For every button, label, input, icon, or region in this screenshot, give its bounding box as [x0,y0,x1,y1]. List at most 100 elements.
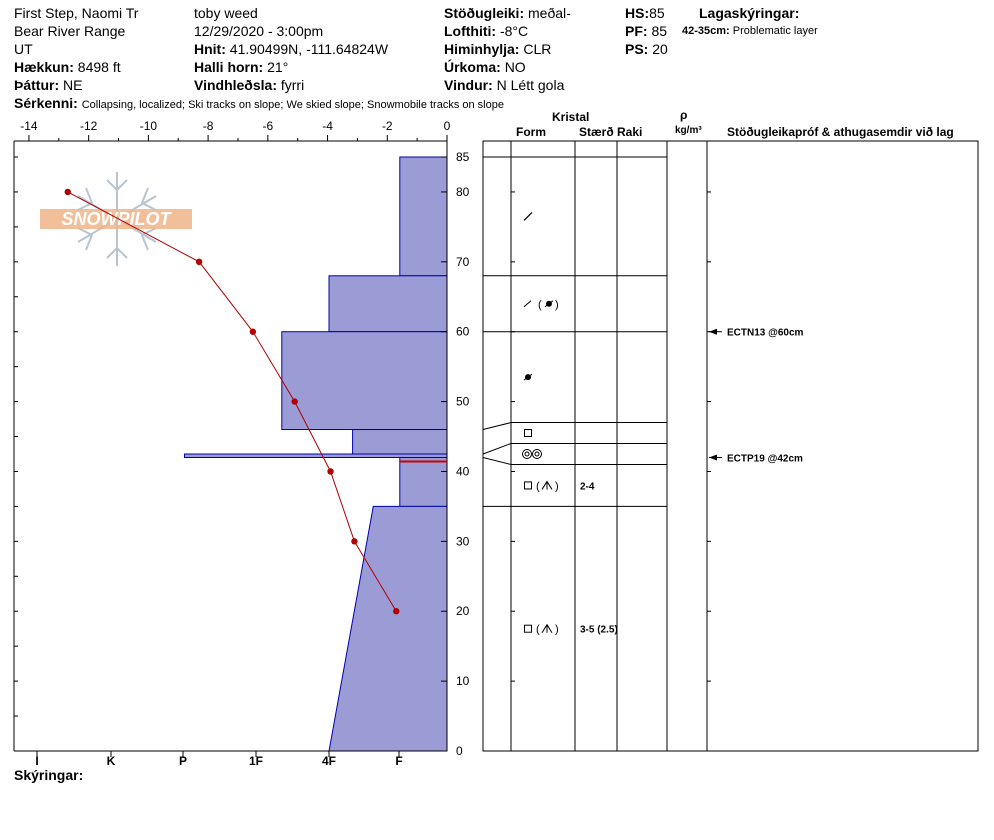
aspect-label: Þáttur: [14,77,60,93]
aspect-value: NE [63,77,83,93]
temperature-point [327,468,334,475]
hardness-layer [352,429,448,455]
crystal-header: Kristal [552,110,590,124]
layer-note-depth: 42-35cm: [682,25,730,37]
grain-stroke [544,300,554,308]
ps-row: PS: 20 [625,41,668,57]
hardness-layer [328,505,448,752]
grain-paren: ) [555,624,559,636]
depth-tick-label: 30 [456,534,470,548]
ps-value: 20 [652,41,668,57]
logo-text: SNOWPILOT [62,209,173,229]
hs-value: 85 [649,5,665,21]
grain-symbol-decomposing-rounded: () [523,299,559,311]
coords-label: Hnit: [194,41,226,57]
test-label: ECTN13 @60cm [727,328,804,339]
grain-paren: ) [555,299,559,311]
elevation-label: Hækkun: [14,59,74,75]
connector-line [482,457,512,465]
hardness-tick-label: F [395,754,402,768]
elevation-row: Hækkun: 8498 ft [14,59,121,75]
grain-layers: ()() 2-4() 3-5 (2.5) [522,211,618,636]
grain-paren: ( [536,480,540,492]
grain-square [524,624,532,633]
range-name: Bear River Range [14,23,126,39]
grain-symbol-faceted-depth-hoar: () [524,480,559,492]
form-header: Form [516,125,546,139]
observer-name: toby weed [194,5,258,21]
hardness-tick-label: 1F [249,754,263,768]
coords-value: 41.90499N, -111.64824W [229,41,389,57]
air-temp-value: -8°C [499,23,529,39]
hs-row: HS:85 [625,5,665,21]
size-header: Stærð [579,125,614,139]
depth-tick-label: 85 [456,150,470,164]
test-arrow-head [709,328,717,335]
grain-stroke [523,373,533,381]
temp-tick-label: -10 [140,119,158,133]
grain-ring [522,449,532,459]
features-value: Collapsing, localized; Ski tracks on slo… [81,99,504,111]
density-unit: kg/m³ [675,125,702,136]
chart-axes: -14 -12 -10 -8 -6 -4 -2 0 0 10 20 30 40 50 60 70 80 85 I K P… [13,119,470,768]
test-arrow-head [709,454,717,461]
grain-paren: ( [538,299,542,311]
connector-line [482,422,512,431]
temperature-point [291,398,298,405]
depth-tick-label: 10 [456,674,470,688]
layer-note-text: Problematic layer [732,25,818,37]
stability-row: Stöðugleiki: meðal- [444,5,571,21]
slope-value: 21° [267,59,289,75]
wind-loading-label: Vindhleðsla: [194,77,277,93]
grain-symbol-faceted-depth-hoar: () [524,624,559,636]
snowpilot-logo: SNOWPILOT [40,172,192,266]
temp-tick-label: -4 [322,119,333,133]
precip-value: NO [504,59,526,75]
hardness-layer [281,331,448,431]
pf-label: PF: [625,23,648,39]
temperature-point [393,608,400,615]
temperature-point [351,538,358,545]
hs-label: HS: [625,5,650,21]
grain-paren: ) [555,480,559,492]
hardness-layer [399,156,448,277]
precip-row: Úrkoma: NO [444,59,526,75]
sky-label: Himinhylja: [444,41,520,57]
grain-ring [524,451,530,457]
temp-tick-label: -8 [203,119,214,133]
wind-label: Vindur: [444,77,493,93]
footer-notes-label: Skýringar: [14,767,84,783]
grain-paren: ( [536,624,540,636]
slope-label: Halli horn: [194,59,264,75]
grain-symbol-melt-freeze [522,449,542,459]
connector-line [482,443,512,455]
grain-stroke [523,211,533,221]
wind-row: Vindur: N Létt gola [444,77,564,93]
hardness-tick-label: I [35,754,38,768]
hardness-tick-label: K [107,754,116,768]
grain-size-label: 3-5 (2.5) [580,625,618,636]
grain-symbol-rounded [523,373,533,381]
temperature-point [64,188,71,196]
depth-tick-label: 20 [456,604,470,618]
temp-tick-label: -12 [80,119,98,133]
tests-header: Stöðugleikapróf & athugasemdir við lag [727,125,954,139]
density-symbol: ρ [680,108,688,122]
wind-loading-row: Vindhleðsla: fyrri [194,77,304,93]
ps-label: PS: [625,41,649,57]
elevation-value: 8498 ft [77,59,121,75]
test-label: ECTP19 @42cm [727,453,803,464]
moisture-header: Raki [617,125,643,139]
wind-value: N Létt gola [496,77,565,93]
depth-tick-label: 60 [456,325,470,339]
state-name: UT [14,41,33,57]
stability-tests: ECTN13 @60cm ECTP19 @42cm [709,328,804,464]
stability-label: Stöðugleiki: [444,5,525,21]
site-name: First Step, Naomi Tr [14,5,139,21]
wind-loading-value: fyrri [280,77,305,93]
hardness-tick-label: 4F [322,754,336,768]
observation-datetime: 12/29/2020 - 3:00pm [194,23,324,39]
temperature-point [195,258,203,266]
air-temp-label: Lofthiti: [444,23,497,39]
